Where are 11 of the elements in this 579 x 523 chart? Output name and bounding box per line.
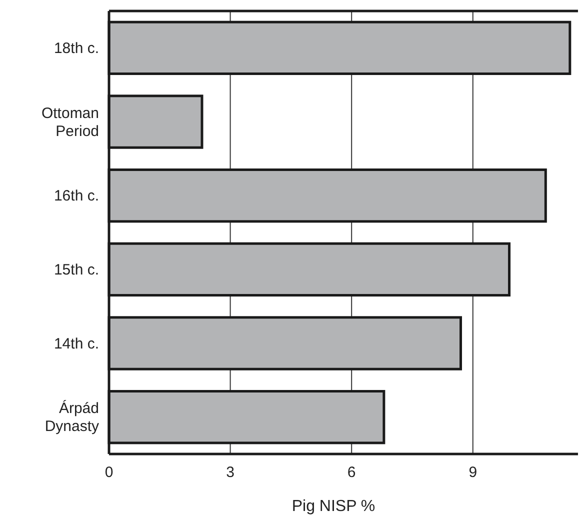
x-axis-title: Pig NISP % xyxy=(292,498,376,515)
x-tick-label: 6 xyxy=(347,464,356,481)
y-tick-label: 15th c. xyxy=(54,260,99,278)
y-tick-label: 18th c. xyxy=(54,39,99,56)
y-tick-label: Árpád Dynasty xyxy=(44,398,100,435)
y-tick-label: 14th c. xyxy=(54,334,99,352)
x-tick-label: 9 xyxy=(468,464,478,481)
x-tick-label: 0 xyxy=(104,464,114,481)
y-tick-label: 16th c. xyxy=(54,187,99,204)
y-tick-label: Ottoman Period xyxy=(41,104,99,140)
x-tick-label: 3 xyxy=(226,464,234,481)
